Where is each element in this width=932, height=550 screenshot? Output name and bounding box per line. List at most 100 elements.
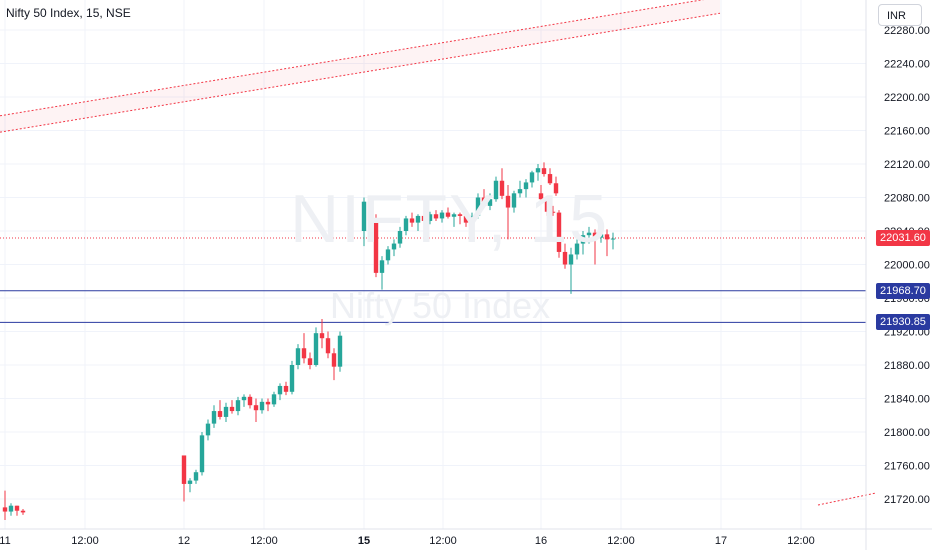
candle-body xyxy=(241,396,247,401)
price-tick-label: 21760.00 xyxy=(884,461,930,473)
candle-body xyxy=(8,505,14,512)
candle-body xyxy=(511,193,517,208)
candle-body xyxy=(391,243,397,250)
candle-body xyxy=(265,401,271,405)
candle-body xyxy=(385,249,391,261)
candle-body xyxy=(199,435,205,473)
time-tick-label: 12:00 xyxy=(429,535,457,547)
candle-body xyxy=(20,510,26,513)
time-tick-label: 16 xyxy=(535,535,547,547)
candle-body xyxy=(379,260,385,273)
chart-title: Nifty 50 Index, 15, NSE xyxy=(6,6,131,20)
candle-body xyxy=(445,212,451,217)
candle-body xyxy=(187,480,193,484)
candle-body xyxy=(487,199,493,206)
candle-body xyxy=(433,214,439,219)
candle-body xyxy=(181,455,187,484)
candle-body xyxy=(361,201,367,231)
price-axis: 21720.00 21760.00 21800.00 21840.00 21880.00… xyxy=(884,25,930,506)
candle-body xyxy=(289,365,295,392)
time-tick-label: 12:00 xyxy=(250,535,278,547)
candle-body xyxy=(205,423,211,436)
time-tick-label: 12:00 xyxy=(607,535,635,547)
time-tick-label: 12 xyxy=(178,535,190,547)
channel-line-lower xyxy=(0,12,721,133)
candle-body xyxy=(211,411,217,424)
candle-body xyxy=(229,406,235,412)
candle-body xyxy=(598,234,604,238)
candle-body xyxy=(421,215,427,221)
channel-fill xyxy=(0,0,720,133)
candle-body xyxy=(313,333,319,365)
candle-body xyxy=(277,385,283,395)
candle-body xyxy=(439,212,445,219)
candle-body xyxy=(469,215,475,223)
candle-body xyxy=(538,193,544,200)
candle-body xyxy=(529,172,535,183)
candle-body xyxy=(247,396,253,406)
candle-body xyxy=(2,507,8,512)
candle-body xyxy=(409,218,415,223)
candle-body xyxy=(463,215,469,223)
candle-body xyxy=(325,338,331,354)
chart-grid xyxy=(0,0,866,529)
candle-body xyxy=(337,335,343,367)
candle-body xyxy=(544,199,550,212)
candle-body xyxy=(271,394,277,405)
candle-body xyxy=(523,182,529,190)
level-price-badge: 21930.85 xyxy=(876,314,930,331)
candle-body xyxy=(235,400,241,412)
candle-body xyxy=(574,243,580,255)
candle-body xyxy=(427,214,433,221)
candle-body xyxy=(301,348,307,359)
candle-body xyxy=(568,254,574,265)
candle-body xyxy=(604,234,610,240)
time-tick-label: 12:00 xyxy=(71,535,99,547)
watermark-name: Nifty 50 Index xyxy=(330,285,551,326)
candle-body xyxy=(493,180,499,200)
price-tick-label: 21720.00 xyxy=(884,494,930,506)
candle-body xyxy=(610,238,616,240)
candle-body xyxy=(451,214,457,217)
price-tick-label: 22240.00 xyxy=(884,59,930,71)
price-tick-label: 21800.00 xyxy=(884,427,930,439)
currency-selector[interactable]: INR xyxy=(878,4,922,26)
candle-body xyxy=(14,505,20,511)
candles xyxy=(2,162,616,520)
candle-body xyxy=(586,232,592,236)
candle-body xyxy=(253,405,259,411)
candle-body xyxy=(481,197,487,206)
candle-body xyxy=(475,197,481,216)
time-tick-label: 11 xyxy=(0,535,11,547)
price-tick-label: 21880.00 xyxy=(884,360,930,372)
candle-body xyxy=(556,212,562,252)
price-tick-label: 22080.00 xyxy=(884,193,930,205)
time-tick-label: 12:00 xyxy=(787,535,815,547)
candle-body xyxy=(547,174,553,184)
candle-body xyxy=(553,183,559,194)
price-tick-label: 22160.00 xyxy=(884,126,930,138)
candle-body xyxy=(307,358,313,365)
candle-body xyxy=(580,235,586,244)
price-tick-label: 22120.00 xyxy=(884,159,930,171)
candle-body xyxy=(517,189,523,194)
candle-body xyxy=(223,406,229,417)
candle-body xyxy=(295,348,301,365)
candle-body xyxy=(592,232,598,238)
current-price-badge: 22031.60 xyxy=(876,230,930,247)
candle-body xyxy=(541,168,547,175)
candle-body xyxy=(259,401,265,411)
candle-body xyxy=(415,215,421,223)
time-tick-label: 15 xyxy=(358,535,370,547)
candle-body xyxy=(331,353,337,367)
candle-body xyxy=(505,195,511,208)
candle-body xyxy=(562,251,568,265)
channel-line-upper xyxy=(0,0,705,117)
candle-body xyxy=(373,220,379,273)
price-tick-label: 22200.00 xyxy=(884,92,930,104)
candle-body xyxy=(193,472,199,481)
candle-body xyxy=(283,385,289,392)
candle-body xyxy=(403,218,409,231)
candle-body xyxy=(397,231,403,244)
